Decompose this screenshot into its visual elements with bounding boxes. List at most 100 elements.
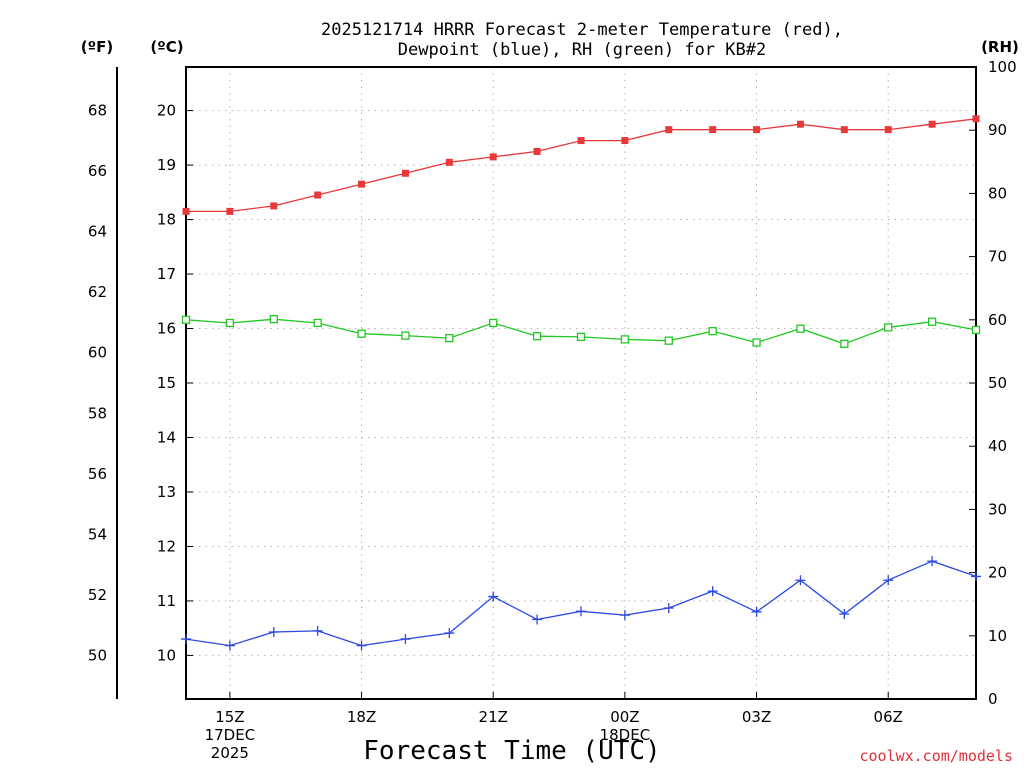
dewpoint-point [883, 575, 894, 586]
rh-unit-label: (RH) [981, 38, 1019, 56]
celsius-tick-label: 12 [157, 537, 176, 555]
fahrenheit-tick-label: 64 [88, 223, 107, 241]
time-tick-label: 2025 [211, 744, 249, 762]
rh-axis-ticks: 0 10 20 30 40 50 60 70 80 90 100 [969, 58, 1017, 708]
temperature-point [314, 191, 322, 199]
dewpoint-point [356, 640, 367, 651]
temperature-point [533, 147, 541, 155]
rh-tick-label: 50 [988, 374, 1007, 392]
temperature-point [489, 153, 497, 161]
rh-tick-label: 80 [988, 184, 1007, 202]
series-rh [181, 315, 981, 348]
dewpoint-point [663, 603, 674, 614]
fahrenheit-tick-label: 66 [88, 162, 107, 180]
rh-tick-label: 70 [988, 248, 1007, 266]
temperature-point [709, 126, 717, 134]
rh-tick-label: 10 [988, 627, 1007, 645]
fahrenheit-tick-label: 68 [88, 102, 107, 120]
temperature-point [840, 126, 848, 134]
temperature-point [928, 120, 936, 128]
temperature-point [621, 137, 629, 145]
rh-tick-label: 100 [988, 58, 1017, 76]
rh-point [971, 325, 981, 335]
rh-point [445, 333, 454, 343]
celsius-tick-label: 10 [157, 646, 176, 664]
celsius-unit-label: (ºC) [150, 38, 183, 56]
rh-point [664, 336, 673, 345]
fahrenheit-tick-label: 58 [88, 404, 107, 422]
temperature-point [226, 207, 234, 215]
temperature-point [270, 202, 278, 210]
temperature-point [182, 207, 190, 215]
rh-point [708, 327, 717, 336]
dewpoint-point [532, 614, 543, 625]
fahrenheit-tick-label: 56 [88, 465, 107, 483]
rh-point [840, 339, 849, 348]
rh-point [225, 318, 235, 328]
time-tick-label: 06Z [874, 708, 903, 726]
celsius-tick-label: 18 [157, 211, 176, 229]
rh-tick-label: 40 [988, 437, 1007, 455]
temperature-point [884, 126, 892, 134]
chart-title-line-1: 2025121714 HRRR Forecast 2-meter Tempera… [321, 20, 843, 40]
time-tick-label: 00Z [610, 708, 639, 726]
rh-point [927, 317, 937, 326]
celsius-tick-label: 13 [157, 483, 176, 501]
chart-title-line-2: Dewpoint (blue), RH (green) for KB#2 [398, 40, 766, 60]
temperature-point [445, 158, 453, 166]
series-temperature [182, 115, 980, 215]
rh-point [796, 324, 805, 333]
rh-point [576, 332, 586, 342]
celsius-tick-label: 11 [157, 592, 176, 610]
celsius-tick-label: 19 [157, 156, 176, 174]
dewpoint-point [488, 591, 499, 602]
celsius-tick-label: 15 [157, 374, 176, 392]
temperature-point [972, 115, 980, 123]
dewpoint-point [707, 586, 718, 597]
dewpoint-point [839, 609, 850, 620]
fahrenheit-tick-label: 54 [88, 525, 107, 543]
temperature-point [577, 137, 585, 145]
celsius-tick-label: 17 [157, 265, 176, 283]
rh-tick-label: 30 [988, 500, 1007, 518]
temperature-point [796, 120, 804, 128]
fahrenheit-unit-label: (ºF) [81, 38, 113, 56]
rh-point [489, 318, 498, 328]
time-tick-label: 17DEC [205, 726, 256, 744]
series-dewpoint [181, 556, 981, 651]
dewpoint-point [619, 610, 630, 621]
rh-tick-label: 0 [988, 690, 998, 708]
time-tick-label: 03Z [742, 708, 771, 726]
dewpoint-point [971, 571, 981, 582]
rh-point [181, 315, 191, 324]
fahrenheit-tick-label: 50 [88, 646, 107, 664]
dewpoint-point [312, 625, 323, 636]
rh-point [620, 335, 630, 344]
rh-point [884, 323, 893, 332]
time-tick-label: 18DEC [600, 726, 651, 744]
rh-point [269, 315, 278, 324]
celsius-tick-label: 20 [157, 102, 176, 120]
series-layer [181, 115, 981, 651]
dewpoint-point [927, 556, 938, 567]
temperature-point [665, 126, 673, 134]
rh-point [752, 338, 761, 347]
temperature-point [401, 169, 409, 177]
celsius-tick-label: 14 [157, 428, 176, 446]
dewpoint-point [444, 628, 455, 639]
temperature-point [753, 126, 761, 134]
time-tick-label: 21Z [479, 708, 508, 726]
rh-tick-label: 90 [988, 121, 1007, 139]
rh-point [313, 318, 322, 328]
fahrenheit-axis-ticks: 50 52 54 56 58 60 62 64 66 68 [88, 102, 107, 665]
dewpoint-point [751, 606, 762, 617]
time-tick-label: 18Z [347, 708, 376, 726]
dewpoint-point [795, 575, 806, 586]
x-axis-title: Forecast Time (UTC) [363, 736, 660, 766]
dewpoint-point [181, 634, 191, 645]
credit-text: coolwx.com/models [859, 747, 1013, 765]
dewpoint-point [400, 634, 411, 645]
fahrenheit-tick-label: 62 [88, 283, 107, 301]
